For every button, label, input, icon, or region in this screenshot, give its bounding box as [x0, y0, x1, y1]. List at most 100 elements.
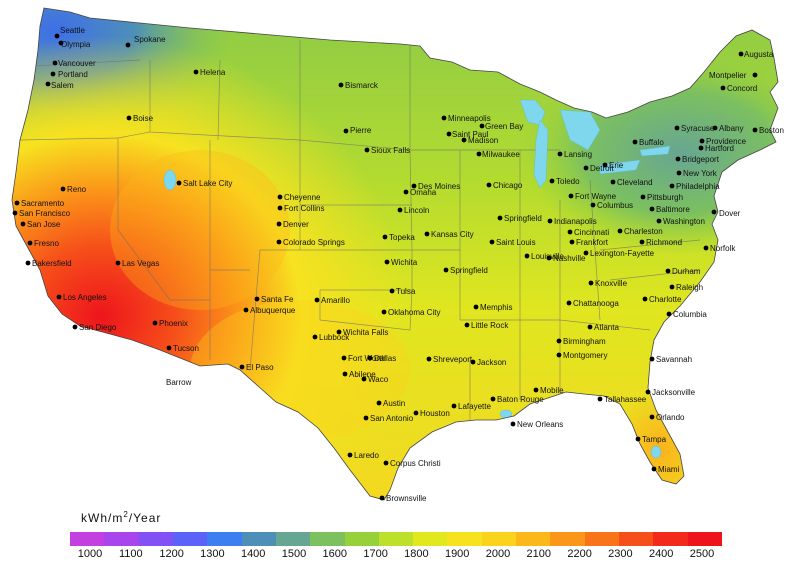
- solar-irradiance-map: Seattle Olympia Spokane Vancouver Portland Sa…: [11, 7, 784, 503]
- city-label: Saint Louis: [496, 238, 536, 247]
- city-label: San Francisco: [19, 209, 71, 218]
- city-labels: Seattle Olympia Spokane Vancouver Portland Sa…: [19, 26, 784, 503]
- city-label: Albuquerque: [250, 306, 296, 315]
- city-marker: [470, 359, 476, 365]
- city-label: Lafayette: [458, 402, 491, 411]
- city-label: Brownsville: [386, 494, 427, 503]
- city-label: Memphis: [480, 303, 512, 312]
- legend-tick-label: 1000: [77, 548, 103, 560]
- city-label: Topeka: [389, 233, 415, 242]
- city-marker: [152, 320, 158, 326]
- city-label: Columbia: [673, 310, 707, 319]
- city-label: Wichita Falls: [343, 328, 388, 337]
- legend-swatch: [584, 532, 619, 546]
- city-marker: [649, 206, 655, 212]
- city-label: Montgomery: [563, 351, 607, 360]
- city-label: Portland: [58, 70, 88, 79]
- city-marker: [125, 42, 131, 48]
- legend-swatch: [70, 532, 105, 546]
- legend-swatch: [550, 532, 585, 546]
- city-label: Augusta: [744, 50, 774, 59]
- city-label: Denver: [283, 220, 309, 229]
- legend-swatch: [516, 532, 551, 546]
- legend-swatch: [207, 532, 242, 546]
- city-label: San Diego: [79, 323, 117, 332]
- city-marker: [343, 128, 349, 134]
- city-marker: [413, 410, 419, 416]
- city-marker: [639, 239, 645, 245]
- legend-tick-label: 2500: [689, 548, 715, 560]
- city-label: Olympia: [61, 40, 91, 49]
- city-label: Detroit: [590, 164, 614, 173]
- city-marker: [382, 234, 388, 240]
- city-marker: [276, 221, 282, 227]
- city-marker: [20, 221, 26, 227]
- city-marker: [54, 33, 60, 39]
- city-marker: [342, 371, 348, 377]
- city-marker: [567, 229, 573, 235]
- city-label: Tulsa: [396, 287, 416, 296]
- legend-swatch: [619, 532, 654, 546]
- city-marker: [712, 125, 718, 131]
- city-marker: [669, 284, 675, 290]
- city-label: Abilene: [349, 370, 376, 379]
- city-marker: [115, 260, 121, 266]
- city-label: Cleveland: [617, 178, 653, 187]
- city-label: Syracuse: [681, 124, 715, 133]
- legend-tick-label: 1300: [200, 548, 225, 560]
- city-marker: [276, 239, 282, 245]
- city-label: Jacksonville: [652, 388, 696, 397]
- color-legend: kWh/m2/Year 1000 1100 1200 1300 1400 1500 1600…: [70, 508, 730, 564]
- city-label: Tucson: [173, 344, 199, 353]
- city-label: Austin: [383, 399, 405, 408]
- city-marker: [443, 267, 449, 273]
- city-label: Salt Lake City: [183, 179, 232, 188]
- city-label: Louisville: [531, 252, 564, 261]
- legend-tick-label: 2400: [648, 548, 674, 560]
- city-label: Atlanta: [594, 323, 619, 332]
- city-marker: [665, 268, 671, 274]
- city-marker: [461, 137, 467, 143]
- city-marker: [338, 82, 344, 88]
- city-label: Amarillo: [321, 296, 350, 305]
- city-marker: [720, 85, 726, 91]
- city-label: Erie: [609, 161, 624, 170]
- city-marker: [587, 324, 593, 330]
- city-label: Houston: [420, 409, 450, 418]
- city-marker: [426, 356, 432, 362]
- city-marker: [379, 495, 385, 501]
- city-label: Pierre: [350, 126, 372, 135]
- city-label: El Paso: [246, 363, 274, 372]
- city-marker: [126, 115, 132, 121]
- city-label: Omaha: [410, 188, 437, 197]
- city-label: Madison: [468, 136, 498, 145]
- legend-swatch: [687, 532, 722, 546]
- city-marker: [649, 414, 655, 420]
- legend-swatch: [344, 532, 379, 546]
- city-marker: [376, 400, 382, 406]
- city-label: San Antonio: [370, 414, 414, 423]
- city-marker: [651, 466, 657, 472]
- city-marker: [588, 280, 594, 286]
- legend-tick-label: 1800: [404, 548, 429, 560]
- legend-tick-label: 1100: [118, 548, 143, 560]
- city-marker: [451, 403, 457, 409]
- city-marker: [547, 218, 553, 224]
- city-label: Des Moines: [418, 182, 460, 191]
- city-marker: [341, 355, 347, 361]
- city-marker: [602, 162, 608, 168]
- city-label: Reno: [67, 185, 87, 194]
- city-marker: [568, 193, 574, 199]
- city-marker: [254, 296, 260, 302]
- legend-swatch: [447, 532, 482, 546]
- city-label: Baltimore: [656, 205, 690, 214]
- city-label: Laredo: [354, 451, 379, 460]
- city-marker: [72, 324, 78, 330]
- city-label: Tallahassee: [604, 395, 647, 404]
- city-marker: [738, 51, 744, 57]
- city-marker: [314, 297, 320, 303]
- city-label: Corpus Christi: [390, 459, 441, 468]
- city-label: Wichita: [391, 258, 418, 267]
- city-marker: [556, 338, 562, 344]
- legend-tick-label: 1900: [444, 548, 470, 560]
